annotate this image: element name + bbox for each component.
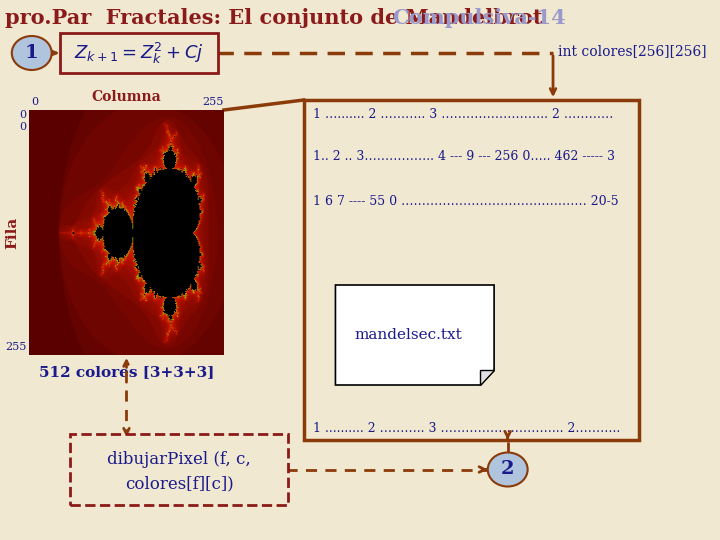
- Text: 255: 255: [5, 342, 27, 352]
- Text: $Z_{k+1} = Z_k^2 + Cj$: $Z_{k+1} = Z_k^2 + Cj$: [73, 40, 204, 65]
- Text: 2: 2: [501, 461, 515, 478]
- Text: 0: 0: [19, 122, 27, 132]
- Text: 1 .......... 2 ……….. 3 ………………………... 2………..: 1 .......... 2 ……….. 3 ………………………... 2…………: [312, 422, 620, 435]
- FancyBboxPatch shape: [70, 434, 288, 505]
- Text: Columna: Columna: [91, 90, 161, 104]
- Text: 0: 0: [19, 110, 27, 120]
- Text: int colores[256][256]: int colores[256][256]: [557, 44, 706, 58]
- Text: 1 …....... 2 ……….. 3 …………………….. 2 …………: 1 …....... 2 ……….. 3 …………………….. 2 …………: [312, 108, 613, 121]
- Text: Fila: Fila: [6, 217, 19, 248]
- Text: 1 6 7 ---- 55 0 ……………………………………… 20-5: 1 6 7 ---- 55 0 ……………………………………… 20-5: [312, 195, 618, 208]
- Text: 1: 1: [25, 44, 39, 62]
- Text: 1.. 2 .. 3…………….. 4 --- 9 --- 256 0….. 462 ----- 3: 1.. 2 .. 3…………….. 4 --- 9 --- 256 0….. 4…: [312, 150, 615, 163]
- Text: 255: 255: [202, 97, 224, 107]
- FancyBboxPatch shape: [304, 100, 639, 440]
- Text: mandelsec.txt: mandelsec.txt: [354, 328, 462, 342]
- FancyBboxPatch shape: [60, 33, 217, 73]
- Polygon shape: [480, 370, 494, 385]
- Ellipse shape: [12, 36, 52, 70]
- Ellipse shape: [487, 453, 528, 487]
- Text: Compulsiva-14: Compulsiva-14: [392, 8, 565, 28]
- Polygon shape: [336, 285, 494, 385]
- Text: colores[f][c]): colores[f][c]): [125, 475, 233, 492]
- Text: 512 colores [3+3+3]: 512 colores [3+3+3]: [39, 365, 214, 379]
- Text: 0: 0: [31, 97, 38, 107]
- Text: pro.Par  Fractales: El conjunto de Mandelbrot: pro.Par Fractales: El conjunto de Mandel…: [4, 8, 542, 28]
- Text: dibujarPixel (f, c,: dibujarPixel (f, c,: [107, 451, 251, 468]
